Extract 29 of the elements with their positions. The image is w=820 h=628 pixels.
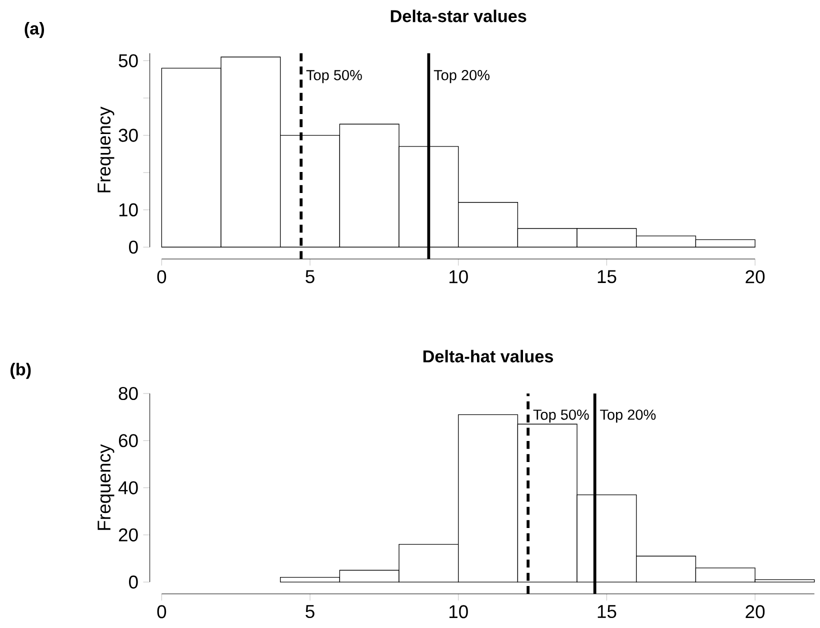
x-tick-label: 5 [306,270,314,284]
y-axis-title: Frequency [98,106,114,192]
ref-line-label: Top 50% [306,70,362,84]
y-tick-label: 30 [118,128,138,142]
ref-line-label: Top 50% [533,410,589,423]
x-tick-label: 0 [157,270,166,284]
text: (a) [24,22,44,38]
y-tick-label: 20 [118,528,138,542]
x-tick-label: 20 [746,270,765,284]
x-tick-label: 10 [450,605,468,618]
chart-title: Delta-hat values [423,350,554,363]
y-tick-label: 80 [118,386,138,400]
x-tick-label: 15 [598,270,616,284]
ref-line-label: Top 20% [600,410,656,423]
y-tick-label: 60 [118,434,138,448]
text: (b) [10,362,31,379]
y-tick-label: 0 [129,576,138,589]
x-tick-label: 0 [157,605,166,618]
y-tick-label: 40 [118,481,138,494]
y-tick-label: 0 [129,240,138,254]
chart-title: Delta-star values [390,10,526,22]
x-tick-label: 10 [450,270,468,284]
y-tick-label: 10 [119,203,138,216]
x-tick-label: 15 [598,605,616,618]
y-axis-title: Frequency [98,444,114,530]
x-tick-label: 5 [306,605,314,618]
y-tick-label: 50 [118,54,138,68]
x-tick-label: 20 [746,605,765,618]
ref-line-label: Top 20% [434,70,490,84]
